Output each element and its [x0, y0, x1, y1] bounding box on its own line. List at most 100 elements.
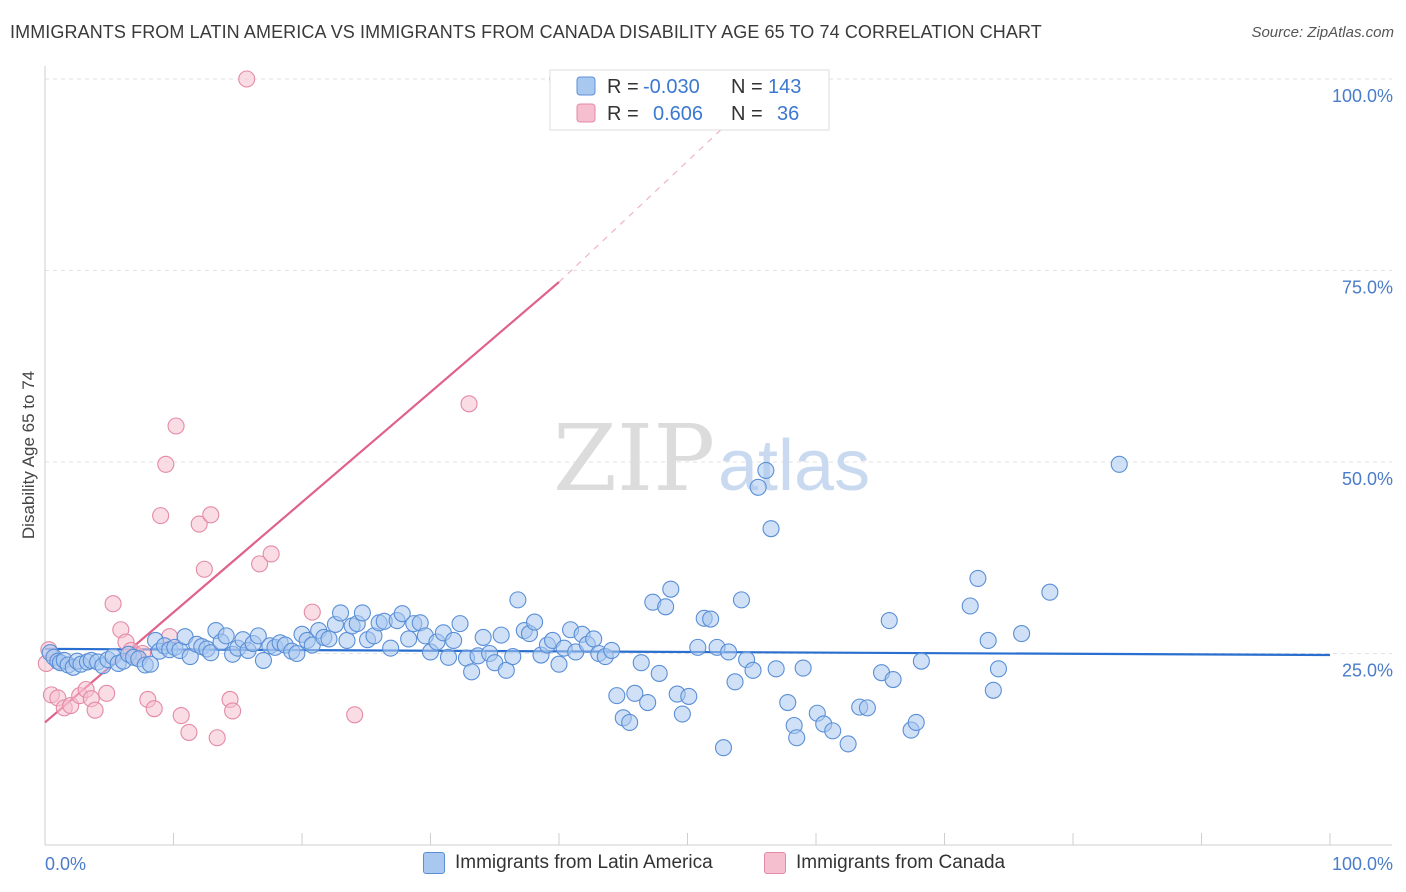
- latin-america-point-139: [839, 735, 857, 753]
- latin-america-point-147: [912, 652, 930, 670]
- latin-america-point-127: [744, 661, 762, 679]
- axes: [44, 66, 1392, 846]
- legend-swatch-blue: [576, 76, 596, 96]
- correlation-legend: R = -0.030 N = 143 R = 0.606 N = 36: [549, 69, 830, 131]
- latin-america-point-132: [779, 693, 797, 712]
- legend-n-value-1: 143: [768, 76, 801, 98]
- latin-america-point-130: [762, 520, 780, 538]
- latin-america-point-68: [393, 605, 411, 623]
- latin-america-point-128: [749, 478, 767, 496]
- y-tick-labels: 25.0% 50.0% 75.0% 100.0%: [1332, 86, 1393, 681]
- latin-america-point-109: [632, 654, 650, 672]
- canada-point-33: [303, 603, 321, 621]
- legend-r-label-2: R =: [607, 103, 639, 125]
- latin-america-point-69: [400, 630, 418, 648]
- latin-america-point-58: [338, 631, 356, 650]
- latin-america-point-122: [714, 739, 733, 757]
- latin-america-point-42: [249, 627, 267, 645]
- latin-america-point-88: [509, 591, 527, 609]
- latin-america-point-144: [884, 670, 902, 689]
- chart-title: IMMIGRANTS FROM LATIN AMERICA VS IMMIGRA…: [10, 22, 1042, 42]
- trend-line-canada-extension: [558, 124, 727, 283]
- y-tick-label-3: 100.0%: [1332, 86, 1393, 106]
- latin-america-point-154: [1041, 583, 1059, 601]
- canada-point-27: [202, 506, 220, 524]
- canada-point-11: [104, 595, 122, 613]
- latin-america-point-82: [474, 628, 492, 646]
- latin-america-point-85: [492, 626, 510, 644]
- watermark: ZIP atlas: [553, 405, 870, 512]
- legend-r-label-1: R =: [607, 76, 639, 98]
- canada-point-18: [145, 700, 163, 718]
- latin-america-point-108: [626, 684, 644, 702]
- canada-point-26: [195, 560, 213, 578]
- latin-america-point-129: [757, 461, 775, 479]
- canada-point-10: [98, 684, 116, 702]
- latin-america-point-61: [353, 604, 371, 622]
- canada-point-32: [262, 545, 280, 563]
- latin-america-point-135: [794, 659, 812, 677]
- latin-america-point-80: [463, 663, 481, 681]
- grid-lines: [45, 78, 1392, 654]
- legend-swatch-canada: [764, 852, 786, 874]
- y-tick-label-1: 50.0%: [1342, 469, 1393, 489]
- series-legend: Immigrants from Latin America Immigrants…: [0, 850, 1406, 880]
- latin-america-point-113: [657, 598, 675, 616]
- legend-label-canada: Immigrants from Canada: [796, 852, 1006, 873]
- latin-america-point-77: [445, 631, 463, 650]
- legend-label-latin-america: Immigrants from Latin America: [455, 852, 713, 873]
- canada-point-35: [460, 395, 478, 413]
- latin-america-point-55: [320, 630, 338, 648]
- latin-america-point-21: [141, 655, 159, 673]
- latin-america-point-141: [858, 699, 876, 717]
- canada-point-24: [180, 723, 198, 741]
- canada-point-22: [167, 417, 185, 435]
- latin-america-point-95: [550, 655, 568, 673]
- latin-america-point-143: [880, 612, 898, 630]
- latin-america-point-150: [979, 631, 997, 650]
- canada-point-37: [238, 70, 256, 88]
- x-tick-labels: 0.0% 100.0%: [45, 854, 1393, 874]
- legend-n-label-2: N =: [731, 103, 763, 125]
- trend-line-latin-america: [44, 647, 1331, 657]
- latin-america-point-148: [961, 597, 979, 615]
- latin-america-point-112: [650, 664, 668, 682]
- latin-america-point-101: [585, 630, 603, 648]
- latin-america-point-125: [732, 591, 751, 609]
- latin-america-point-134: [788, 729, 806, 747]
- latin-america-point-138: [824, 722, 842, 740]
- latin-america-point-66: [382, 639, 400, 657]
- latin-america-point-76: [439, 648, 458, 666]
- latin-america-point-118: [689, 638, 707, 656]
- latin-america-point-105: [608, 687, 626, 705]
- legend-item-latin-america: Immigrants from Latin America: [423, 852, 713, 874]
- latin-america-point-91: [526, 613, 544, 631]
- canada-point-34: [346, 706, 364, 724]
- latin-america-point-120: [702, 610, 720, 628]
- canada-point-25: [190, 515, 208, 533]
- latin-america-point-104: [603, 641, 621, 659]
- canada-point-28: [208, 729, 226, 747]
- latin-america-point-117: [680, 687, 698, 705]
- latin-america-point-36: [217, 627, 235, 645]
- latin-america-point-87: [504, 648, 522, 666]
- x-tick-label-0: 0.0%: [45, 854, 86, 874]
- latin-america-point-78: [451, 615, 469, 633]
- x-tick-label-1: 100.0%: [1332, 854, 1393, 874]
- latin-america-point-155: [1110, 455, 1128, 473]
- legend-r-value-2: 0.606: [653, 103, 703, 125]
- canada-point-31: [251, 555, 269, 573]
- legend-r-value-1: -0.030: [643, 76, 700, 98]
- latin-america-point-131: [767, 660, 785, 678]
- series-latin-america-points: [41, 455, 1128, 757]
- latin-america-point-152: [989, 660, 1008, 678]
- legend-n-value-2: 36: [777, 103, 799, 125]
- watermark-atlas: atlas: [718, 426, 870, 506]
- latin-america-point-123: [720, 643, 738, 661]
- latin-america-point-43: [254, 651, 273, 669]
- latin-america-point-146: [907, 713, 925, 731]
- latin-america-point-49: [288, 644, 306, 663]
- legend-item-canada: Immigrants from Canada: [764, 852, 1005, 874]
- legend-swatch-pink: [576, 103, 596, 123]
